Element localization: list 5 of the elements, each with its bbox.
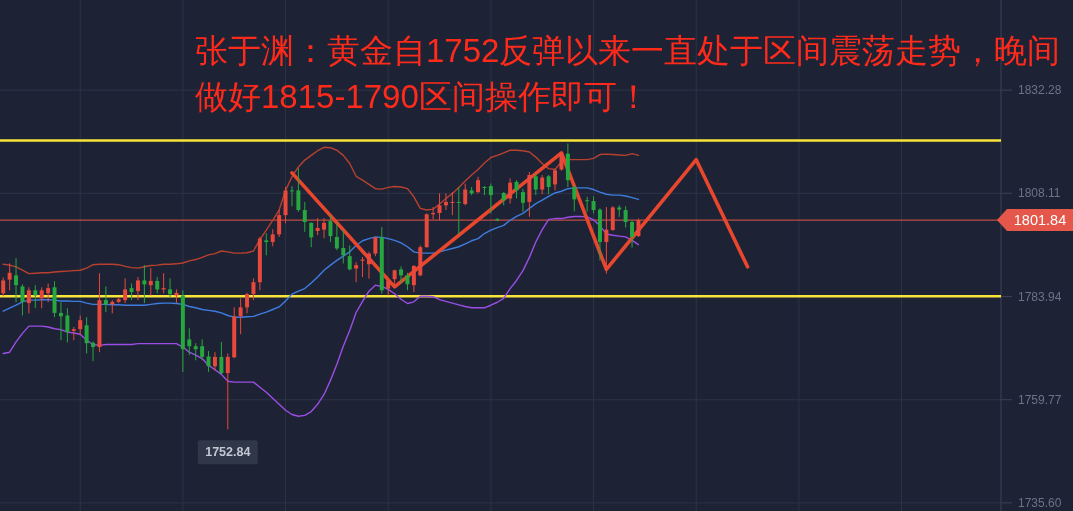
annotation: 1752.84 <box>205 445 251 460</box>
title: 做好1815-1790区间操作即可！ <box>195 77 650 117</box>
title: 张于渊：黄金自1752反弹以来一直处于区间震荡走势，晚间 <box>195 31 1061 71</box>
ref-line-label: 1801.84 <box>1013 212 1067 229</box>
annotation: 1752.84 <box>197 440 258 465</box>
